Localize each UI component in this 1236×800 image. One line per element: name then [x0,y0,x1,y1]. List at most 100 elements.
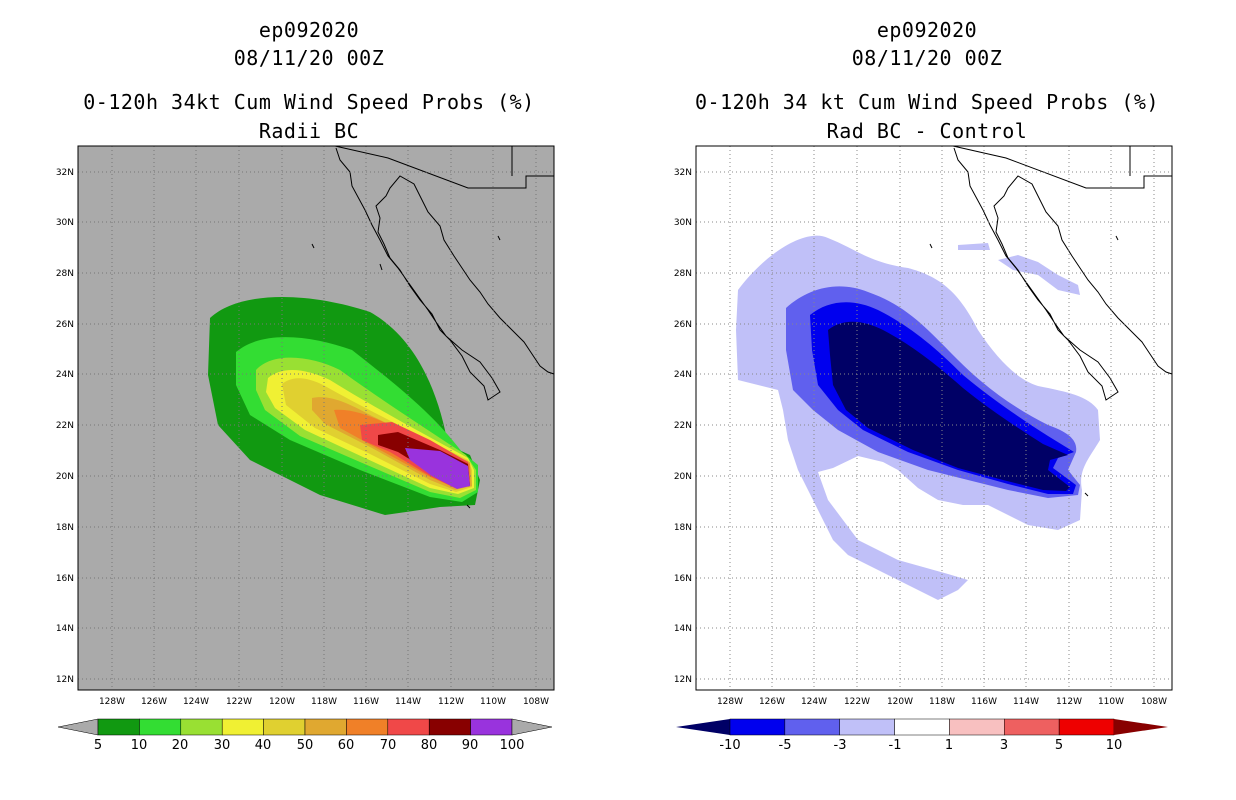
product-title: 0-120h 34 kt Cum Wind Speed Probs (%) [694,90,1160,114]
lat-label: 22N [56,421,74,431]
legend-label: 70 [380,738,397,753]
legend-label: 90 [462,738,479,753]
lat-label: 18N [56,523,74,533]
legend-swatch [139,718,182,736]
legend-label: 10 [131,738,148,753]
legend-swatch [221,718,264,736]
lon-label: 112W [438,697,464,707]
lat-axis: 32N 30N 28N 26N 24N 22N 20N 18N 16N 14N … [56,168,74,685]
panel-subtitle: Radii BC [258,119,360,143]
lon-label: 126W [141,697,167,707]
legend-label: -10 [719,738,740,753]
legend-swatch [894,718,950,736]
lon-label: 116W [353,697,379,707]
lat-label: 12N [56,675,74,685]
probability-contours [208,296,480,515]
storm-id: ep092020 [876,18,978,42]
lon-label: 114W [395,697,421,707]
lon-label: 114W [1013,697,1039,707]
legend-swatch [1004,718,1060,736]
coastline [929,145,1173,497]
lon-label: 118W [311,697,337,707]
color-legend: -10 -5 -3 -1 1 3 5 10 [676,718,1168,753]
lon-label: 120W [269,697,295,707]
legend-low-arrow [57,718,99,736]
panel-radii-bc: ep092020 08/11/20 00Z 0-120h 34kt Cum Wi… [56,18,555,753]
legend-label: -1 [889,738,902,753]
lat-label: 26N [674,320,692,330]
legend-label: 60 [338,738,355,753]
legend-label: -5 [779,738,792,753]
lon-label: 110W [480,697,506,707]
lat-label: 24N [56,370,74,380]
lon-label: 122W [844,697,870,707]
lat-label: 22N [674,421,692,431]
lon-label: 120W [887,697,913,707]
lat-label: 12N [674,675,692,685]
difference-contours [736,235,1100,600]
legend-label: 100 [500,738,525,753]
lon-label: 108W [523,697,549,707]
storm-id: ep092020 [258,18,360,42]
legend-label: 1 [945,738,953,753]
lat-label: 20N [56,472,74,482]
panel-subtitle: Rad BC - Control [826,119,1028,143]
legend-label: 80 [421,738,438,753]
lon-label: 118W [929,697,955,707]
legend-label: 30 [214,738,231,753]
lat-label: 14N [674,624,692,634]
lat-label: 16N [56,574,74,584]
legend-label: 5 [94,738,102,753]
legend-label: -3 [834,738,847,753]
lon-label: 126W [759,697,785,707]
grid-lines [78,146,554,690]
legend-label: 3 [1000,738,1008,753]
lat-label: 18N [674,523,692,533]
legend-label: 50 [297,738,314,753]
legend-swatch [304,718,347,736]
lat-label: 30N [674,218,692,228]
lat-label: 30N [56,218,74,228]
lat-label: 24N [674,370,692,380]
lat-axis: 32N 30N 28N 26N 24N 22N 20N 18N 16N 14N … [674,168,692,685]
lon-axis: 128W 126W 124W 122W 120W 118W 116W 114W … [99,697,549,707]
contour-minus1-island [998,255,1080,295]
legend-swatch [387,718,430,736]
legend-label: 40 [255,738,272,753]
contour-minus10 [828,321,1070,491]
legend-label: 10 [1106,738,1123,753]
color-legend: 5 10 20 30 40 50 60 70 80 90 100 [57,718,553,753]
legend-swatch [839,718,895,736]
lon-label: 112W [1056,697,1082,707]
coastline [311,145,555,509]
lon-label: 116W [971,697,997,707]
legend-swatch [1058,718,1115,736]
lon-label: 124W [801,697,827,707]
lon-axis: 128W 126W 124W 122W 120W 118W 116W 114W … [717,697,1167,707]
grid-lines [696,146,1172,690]
legend-swatch [428,718,471,736]
lon-label: 124W [183,697,209,707]
difference-map: 32N 30N 28N 26N 24N 22N 20N 18N 16N 14N … [674,145,1173,707]
lon-label: 128W [99,697,125,707]
legend-swatch [729,718,786,736]
lat-label: 28N [674,269,692,279]
legend-swatch [784,718,840,736]
map-frame [695,145,1173,691]
legend-swatch [346,718,389,736]
legend-swatch [470,718,513,736]
legend-label: 5 [1055,738,1063,753]
forecast-datetime: 08/11/20 00Z [233,46,385,70]
product-title: 0-120h 34kt Cum Wind Speed Probs (%) [83,90,535,114]
legend-swatch [263,718,306,736]
legend-high-arrow [511,718,553,736]
lat-label: 14N [56,624,74,634]
map-frame [77,145,555,691]
lat-label: 26N [56,320,74,330]
lat-label: 32N [674,168,692,178]
contour-90pct [405,448,470,489]
legend-swatch [949,718,1005,736]
legend-label: 20 [172,738,189,753]
legend-swatch [97,718,140,736]
lon-label: 128W [717,697,743,707]
